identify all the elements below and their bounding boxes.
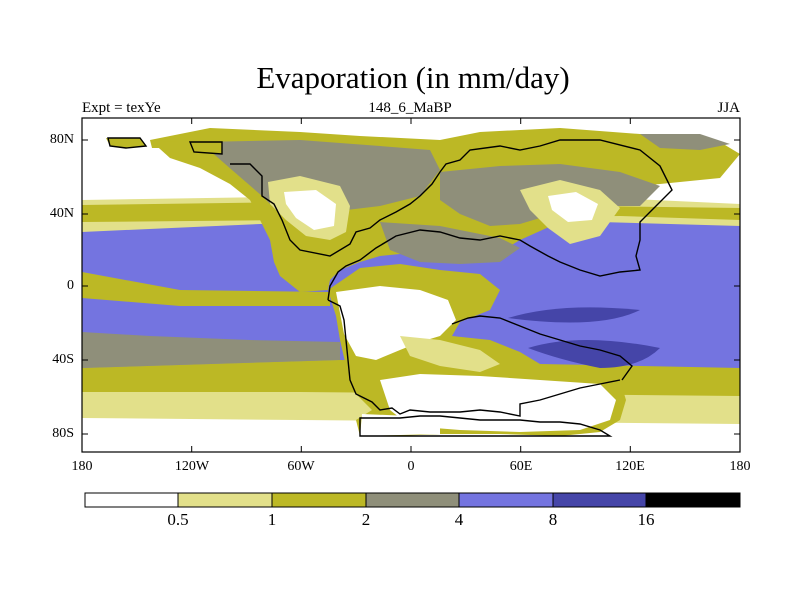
axis-ticks [81, 118, 741, 452]
indian-ocean-max-north [508, 307, 640, 323]
antarctic-coast-dry [360, 414, 440, 436]
lat-label-80s: 80S [52, 426, 74, 441]
lat-label-80n: 80N [49, 132, 74, 147]
lon-label-120w: 120W [174, 459, 210, 474]
coastlines [107, 137, 673, 437]
tethys-margin-grey [380, 222, 520, 264]
season-label: JJA [717, 100, 740, 116]
island-patch [106, 138, 146, 148]
colorbar-swatch-1 [177, 492, 273, 508]
run-label: 148_6_MaBP [368, 100, 452, 116]
lat-label-40n: 40N [49, 206, 74, 221]
south-subtropic-grey-band [82, 332, 340, 368]
gondwana-desert-north [336, 286, 456, 360]
lon-label-180w: 180 [71, 459, 93, 474]
lon-label-60w: 60W [287, 459, 315, 474]
island-patch [150, 140, 176, 148]
colorbar-label-4: 4 [454, 510, 464, 529]
pacific-olive-tongue [82, 272, 330, 306]
asia-desert-core [548, 192, 598, 222]
chart-title: Evaporation (in mm/day) [256, 60, 570, 95]
colorbar-swatch-3 [365, 492, 460, 508]
lon-label-180e: 180 [729, 459, 751, 474]
colorbar-swatch-0 [84, 492, 179, 508]
colorbar-label-1: 1 [267, 510, 277, 529]
lat-label-40s: 40S [52, 352, 74, 367]
gondwana-dry-belt [400, 336, 500, 372]
colorbar-swatch-2 [271, 492, 367, 508]
laurasia-desert-core [284, 190, 336, 230]
lon-label-0: 0 [407, 459, 415, 474]
colorbar-swatch-5 [552, 492, 647, 508]
colorbar [84, 492, 741, 508]
colorbar-label-16: 16 [637, 510, 655, 529]
lon-label-120e: 120E [615, 459, 645, 474]
map-field [82, 118, 740, 452]
lon-label-60e: 60E [509, 459, 533, 474]
colorbar-label-2: 2 [361, 510, 371, 529]
colorbar-swatch-4 [458, 492, 554, 508]
lat-label-0: 0 [67, 278, 74, 293]
colorbar-swatch-6 [645, 492, 741, 508]
colorbar-label-8: 8 [548, 510, 558, 529]
experiment-label: Expt = texYe [82, 100, 161, 116]
colorbar-label-0-5: 0.5 [167, 510, 189, 529]
arctic-grey-patch [640, 134, 730, 150]
island-patch [190, 142, 222, 154]
gondwana-desert-south [380, 374, 616, 432]
